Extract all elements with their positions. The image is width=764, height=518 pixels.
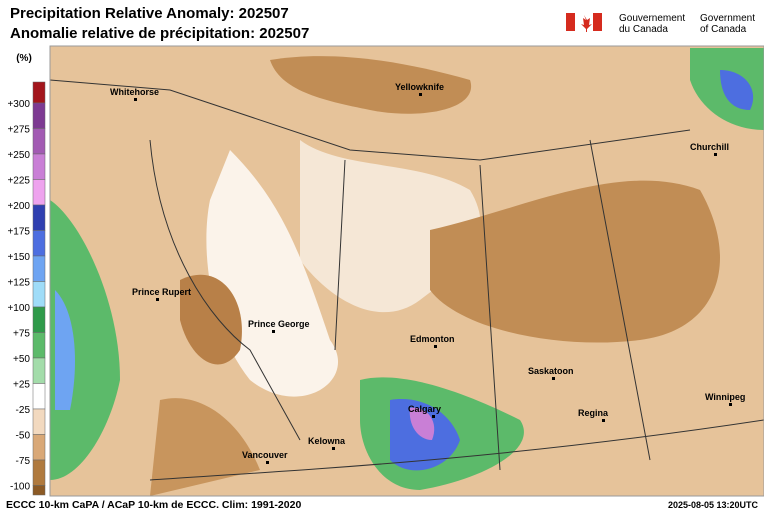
city-marker <box>714 153 717 156</box>
gov-fr-1: Gouvernement <box>619 13 685 24</box>
legend-label: +300 <box>7 99 30 110</box>
city-marker <box>134 98 137 101</box>
gov-en-2: of Canada <box>700 24 747 35</box>
legend-swatch <box>32 408 46 435</box>
title-en: Precipitation Relative Anomaly: 202507 <box>10 5 289 22</box>
gov-en-1: Government <box>700 13 755 24</box>
legend-label: -50 <box>16 431 31 442</box>
cities: Whitehorse Yellowknife Churchill Prince Rup… <box>110 82 745 464</box>
legend-label: +250 <box>7 150 30 161</box>
city-marker <box>332 447 335 450</box>
city-label: Prince George <box>248 319 310 329</box>
map <box>49 45 764 497</box>
title-fr: Anomalie relative de précipitation: 2025… <box>10 25 309 42</box>
legend-swatch <box>32 281 46 308</box>
city-marker <box>156 298 159 301</box>
legend-swatch <box>32 204 46 231</box>
legend-label: -100 <box>10 482 30 493</box>
legend-label: +100 <box>7 303 30 314</box>
legend-label: +200 <box>7 201 30 212</box>
city-marker <box>432 415 435 418</box>
legend-label: -25 <box>16 405 31 416</box>
legend-swatch <box>32 255 46 282</box>
city-label: Whitehorse <box>110 87 159 97</box>
city-marker <box>272 330 275 333</box>
legend-swatch <box>32 230 46 257</box>
city-label: Prince Rupert <box>132 287 191 297</box>
legend-label: +50 <box>13 354 30 365</box>
city-label: Yellowknife <box>395 82 444 92</box>
legend-swatch <box>32 81 46 104</box>
legend-label: +275 <box>7 125 30 136</box>
city-label: Kelowna <box>308 436 346 446</box>
legend-swatch <box>32 153 46 180</box>
legend-label: +225 <box>7 176 30 187</box>
city-label: Edmonton <box>410 334 455 344</box>
city-label: Saskatoon <box>528 366 574 376</box>
legend-swatch <box>32 434 46 461</box>
legend-swatch <box>32 306 46 333</box>
city-marker <box>419 93 422 96</box>
legend-label: -75 <box>16 456 31 467</box>
city-label: Calgary <box>408 404 441 414</box>
city-marker <box>552 377 555 380</box>
legend-label: +150 <box>7 252 30 263</box>
legend-label: +125 <box>7 278 30 289</box>
footer-right: 2025-08-05 13:20UTC <box>668 500 759 510</box>
legend-swatch <box>32 459 46 486</box>
city-marker <box>729 403 732 406</box>
canada-flag <box>566 13 602 32</box>
legend-label: +75 <box>13 329 30 340</box>
legend-label: +175 <box>7 227 30 238</box>
legend-swatch <box>32 357 46 384</box>
city-label: Vancouver <box>242 450 288 460</box>
legend-swatch <box>32 332 46 359</box>
city-label: Churchill <box>690 142 729 152</box>
legend-swatch <box>32 179 46 206</box>
city-marker <box>434 345 437 348</box>
city-label: Regina <box>578 408 609 418</box>
legend-swatch <box>32 383 46 410</box>
city-marker <box>602 419 605 422</box>
legend-swatch <box>32 102 46 129</box>
legend: +300 +275 +250 +225 +200 +175 +150 +125 +100 +75 +… <box>7 81 46 496</box>
legend-label: +25 <box>13 380 30 391</box>
gov-fr-2: du Canada <box>619 24 668 35</box>
legend-swatch <box>32 485 46 496</box>
legend-swatch <box>32 128 46 155</box>
footer-left: ECCC 10-km CaPA / ACaP 10-km de ECCC. Cl… <box>6 499 301 511</box>
city-label: Winnipeg <box>705 392 745 402</box>
legend-unit: (%) <box>16 53 32 64</box>
city-marker <box>266 461 269 464</box>
